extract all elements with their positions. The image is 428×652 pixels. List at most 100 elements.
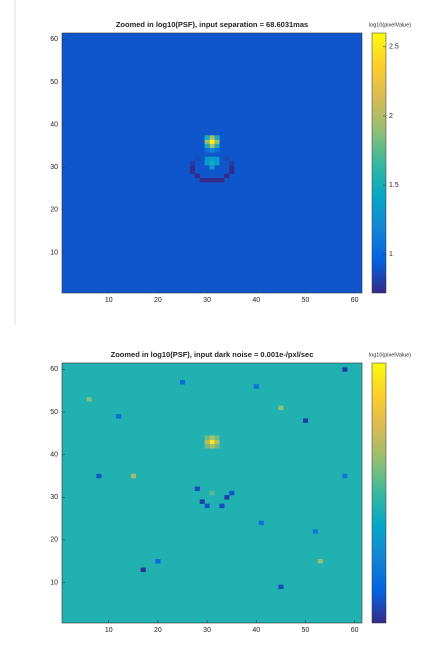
pixel: [194, 486, 200, 492]
x-tick-label: 20: [154, 297, 162, 304]
pixel: [189, 160, 195, 166]
pixel: [140, 567, 146, 573]
pixel: [342, 367, 348, 372]
pixel: [214, 148, 220, 153]
pixel: [194, 173, 200, 179]
x-tick-label: 30: [203, 627, 211, 634]
pixel: [204, 135, 210, 140]
x-tick-label: 20: [154, 627, 162, 634]
colorbar-label: log10(pixelValue): [369, 22, 411, 28]
pixel: [209, 160, 215, 166]
pixel: [209, 435, 215, 440]
pixel: [209, 139, 215, 145]
pixel: [130, 473, 136, 479]
pixel: [312, 529, 318, 534]
pixel: [204, 503, 210, 509]
pixel: [278, 405, 284, 411]
y-tick-label: 20: [50, 207, 58, 214]
pixel: [214, 435, 220, 440]
pixel: [214, 160, 220, 166]
pixel: [317, 559, 323, 564]
pixel: [302, 418, 309, 423]
pixel: [189, 169, 195, 174]
pixel: [209, 143, 215, 149]
pixel: [86, 397, 92, 402]
pixel: [224, 495, 230, 500]
x-tick-label: 30: [203, 297, 211, 304]
axes-box: [61, 32, 363, 294]
pixel: [209, 156, 215, 162]
pixel: [204, 156, 210, 162]
pixel: [214, 439, 220, 445]
colorbar: [371, 32, 387, 294]
x-tick-label: 50: [302, 297, 310, 304]
pixel: [224, 156, 230, 162]
x-tick-label: 50: [302, 627, 310, 634]
axes-box: [61, 362, 363, 624]
pixel: [204, 443, 210, 449]
x-tick-label: 10: [105, 297, 113, 304]
pixel: [204, 160, 210, 166]
pixel: [209, 490, 215, 496]
pixel: [209, 135, 215, 140]
x-tick-label: 40: [252, 297, 260, 304]
pixel: [229, 169, 235, 174]
pixel: [209, 177, 215, 183]
pixel: [229, 160, 235, 166]
y-tick-label: 10: [50, 249, 58, 256]
pixel: [253, 384, 259, 389]
pixel: [204, 139, 210, 145]
pixel: [224, 173, 230, 179]
pixel: [189, 165, 195, 170]
pixel: [214, 443, 220, 449]
pixel: [199, 499, 205, 504]
pixel: [229, 165, 235, 170]
pixel: [258, 520, 264, 526]
pixel: [214, 135, 220, 140]
y-tick-label: 40: [50, 451, 58, 458]
pixel: [204, 177, 210, 183]
pixel: [209, 165, 215, 170]
colorbar-tick-label: 1.5: [389, 182, 399, 189]
pixel: [199, 177, 205, 183]
y-tick-label: 50: [50, 409, 58, 416]
pixel: [96, 473, 102, 479]
pixel: [229, 490, 235, 496]
colorbar-tick-label: 1: [389, 251, 393, 258]
pixel: [155, 559, 161, 564]
y-tick-label: 50: [50, 79, 58, 86]
pixel: [342, 473, 348, 479]
pixel: [214, 177, 220, 183]
x-tick-label: 40: [252, 627, 260, 634]
x-tick-label: 60: [351, 627, 359, 634]
pixel: [194, 156, 200, 162]
pixel: [116, 414, 122, 419]
y-tick-label: 10: [50, 579, 58, 586]
pixel: [204, 439, 210, 445]
y-tick-label: 20: [50, 537, 58, 544]
x-tick-label: 10: [105, 627, 113, 634]
pixel: [209, 443, 215, 449]
pixel: [214, 156, 220, 162]
y-tick-label: 40: [50, 121, 58, 128]
pixel: [209, 439, 215, 445]
colorbar-tick-label: 2.5: [389, 44, 399, 51]
pixel: [204, 435, 210, 440]
colorbar: [371, 362, 387, 624]
pixel: [180, 380, 186, 385]
pixel: [214, 139, 220, 145]
colorbar-label: log10(pixelValue): [369, 352, 411, 358]
y-tick-label: 30: [50, 494, 58, 501]
x-tick-label: 60: [351, 297, 359, 304]
chart-title: Zoomed in log10(PSF), input separation =…: [116, 20, 308, 29]
pixel: [204, 148, 210, 153]
pixel: [219, 177, 225, 183]
pixel: [278, 584, 284, 590]
y-tick-label: 60: [50, 36, 58, 43]
pixel: [219, 503, 225, 509]
pixel: [204, 143, 210, 149]
y-tick-label: 60: [50, 366, 58, 373]
pixel: [214, 143, 220, 149]
